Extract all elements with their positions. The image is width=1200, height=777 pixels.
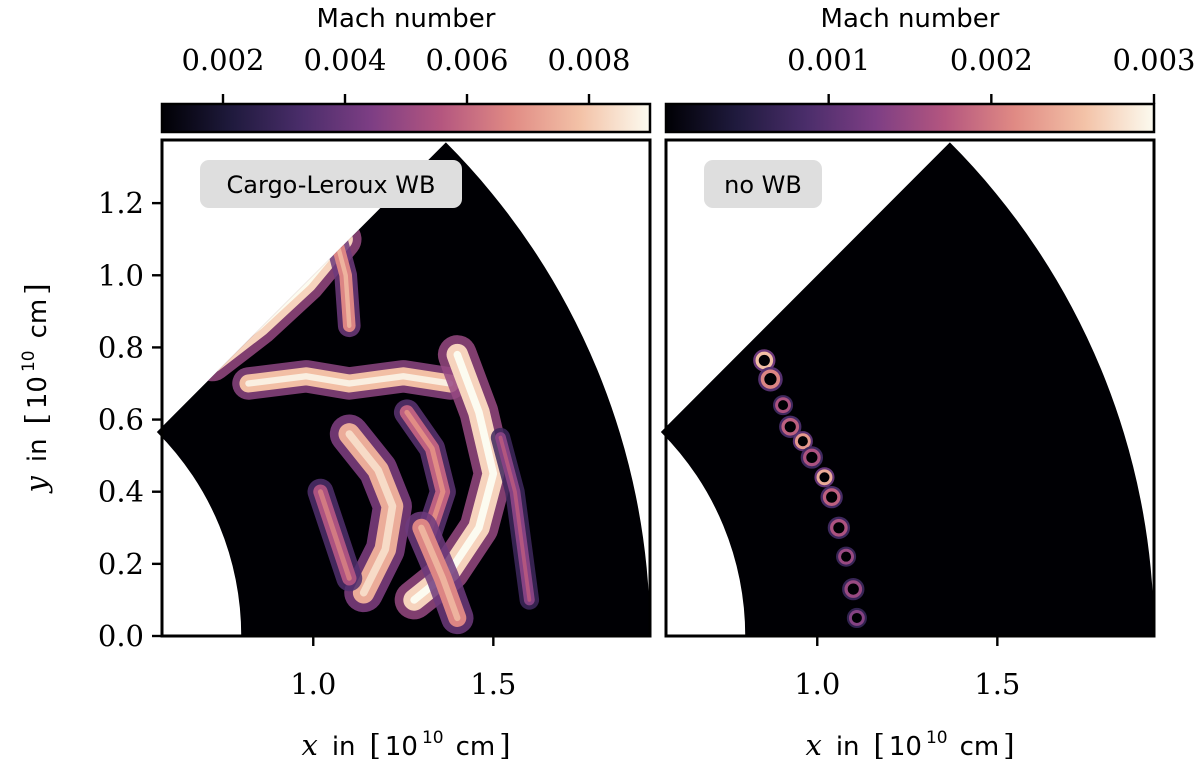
colorbar-right: Mach number 0.001 0.002 0.003	[664, 4, 1196, 134]
colorbar-tick-label: 0.006	[425, 43, 508, 77]
panel-label-box-left	[200, 160, 462, 208]
mach-ring-halo	[792, 431, 813, 452]
mach-field-right	[753, 349, 867, 629]
x-axis-label-right: x in [ 10 10 cm ]	[805, 728, 1014, 762]
x-label-var: x	[301, 728, 317, 762]
y-tick-label: 0.2	[98, 547, 144, 581]
mach-ring	[760, 369, 781, 389]
x-axis-left: 1.0 1.5	[290, 636, 516, 701]
panel-label-right: no WB	[704, 160, 822, 208]
mach-plume-core	[418, 524, 461, 622]
mach-ring	[816, 469, 833, 486]
x-label-base: 10	[385, 732, 418, 762]
x-label-word: in	[332, 732, 356, 762]
y-tick-label: 1.2	[98, 186, 144, 220]
mach-plume-core	[404, 409, 446, 538]
y-tick-label: 0.4	[98, 475, 144, 509]
mach-ring	[830, 518, 848, 537]
x-tick-label: 1.0	[290, 667, 336, 701]
mach-ring-halo	[800, 446, 824, 469]
mach-ring	[848, 610, 865, 626]
colorbar-tick-label: 0.004	[303, 43, 386, 77]
x-tick-label: 1.5	[470, 667, 516, 701]
mach-ring-halo	[758, 366, 783, 392]
colorbar-tick-label: 0.002	[950, 43, 1033, 77]
svg-text:x in [ 10: x in [ 10 10 cm ]	[805, 728, 1014, 762]
x-axis-right: 1.0 1.5	[794, 636, 1020, 701]
y-tick-label: 0.6	[98, 403, 144, 437]
axes-frame-left	[160, 138, 652, 638]
panel-label-left: Cargo-Leroux WB	[200, 160, 462, 208]
panel-label-box-right	[704, 160, 822, 208]
mach-ring-halo	[836, 546, 857, 567]
mach-ring-halo	[827, 516, 851, 539]
y-label-base: 10	[23, 376, 53, 409]
y-tick-label: 0.0	[98, 619, 144, 653]
mach-plume-core	[498, 435, 532, 602]
mach-ring-halo	[820, 485, 843, 509]
colorbar-right-title: Mach number	[821, 4, 1000, 34]
colorbar-right-bar	[664, 102, 1156, 134]
mach-ring-halo	[779, 415, 802, 438]
y-label-var: y	[19, 476, 53, 495]
mach-plume-core	[245, 373, 454, 387]
mach-ring-halo	[846, 607, 867, 629]
mach-ring-halo	[772, 395, 794, 416]
mach-plume-core	[317, 489, 352, 581]
x-label-base-right: 10	[889, 732, 922, 762]
y-label-unit: cm	[23, 299, 53, 339]
y-axis: 0.0 0.2 0.4 0.6 0.8 1.0 1.2	[98, 186, 162, 653]
panel-left: Cargo-Leroux WB 0.0 0.2 0.4 0.6 0.8 1.0 1.2 1.…	[98, 138, 652, 701]
x-axis-label-left: x in [ 10 10 cm ]	[301, 728, 510, 762]
wedge-domain-right	[660, 142, 1154, 636]
x-label-word-right: in	[836, 732, 860, 762]
colorbar-tick-label: 0.002	[181, 43, 264, 77]
x-label-exp-right: 10	[926, 728, 948, 748]
panel-label-text-right: no WB	[724, 171, 802, 199]
y-label-exp: 10	[19, 350, 39, 372]
panel-right: no WB 1.0 1.5	[660, 138, 1156, 701]
x-label-var-right: x	[805, 728, 821, 762]
y-axis-label: y in [ 10 10 cm ]	[19, 283, 53, 494]
mach-ring	[781, 417, 800, 436]
mach-ring-halo	[842, 577, 865, 601]
mach-ring	[822, 488, 841, 506]
mach-plume-core	[345, 430, 397, 597]
x-label-unit-right: cm	[960, 732, 1000, 762]
mach-ring	[755, 351, 774, 370]
colorbar-left-title: Mach number	[317, 4, 496, 34]
panel-label-text-left: Cargo-Leroux WB	[227, 171, 436, 199]
mach-ring	[803, 448, 821, 467]
svg-text:x in [ 10: x in [ 10 10 cm ]	[301, 728, 510, 762]
y-tick-label: 1.0	[98, 258, 144, 292]
colorbar-tick-label: 0.001	[787, 43, 870, 77]
mach-ring	[794, 433, 811, 450]
y-label-word: in	[23, 438, 53, 462]
colorbar-left: Mach number 0.002 0.004 0.006 0.008	[160, 4, 652, 134]
x-label-exp: 10	[422, 728, 444, 748]
mach-ring	[838, 548, 855, 565]
svg-text:y in [ 10: y in [ 10 10 cm ]	[19, 283, 53, 494]
mach-ring-halo	[814, 467, 835, 488]
x-tick-label: 1.0	[794, 667, 840, 701]
colorbar-tick-label: 0.008	[547, 43, 630, 77]
mach-ring	[775, 397, 791, 414]
y-tick-label: 0.8	[98, 330, 144, 364]
x-label-unit: cm	[456, 732, 496, 762]
colorbar-tick-label: 0.003	[1112, 43, 1195, 77]
x-tick-label: 1.5	[974, 667, 1020, 701]
colorbar-left-bar	[160, 102, 652, 134]
mach-ring	[844, 580, 863, 598]
axes-frame-right	[664, 138, 1156, 638]
